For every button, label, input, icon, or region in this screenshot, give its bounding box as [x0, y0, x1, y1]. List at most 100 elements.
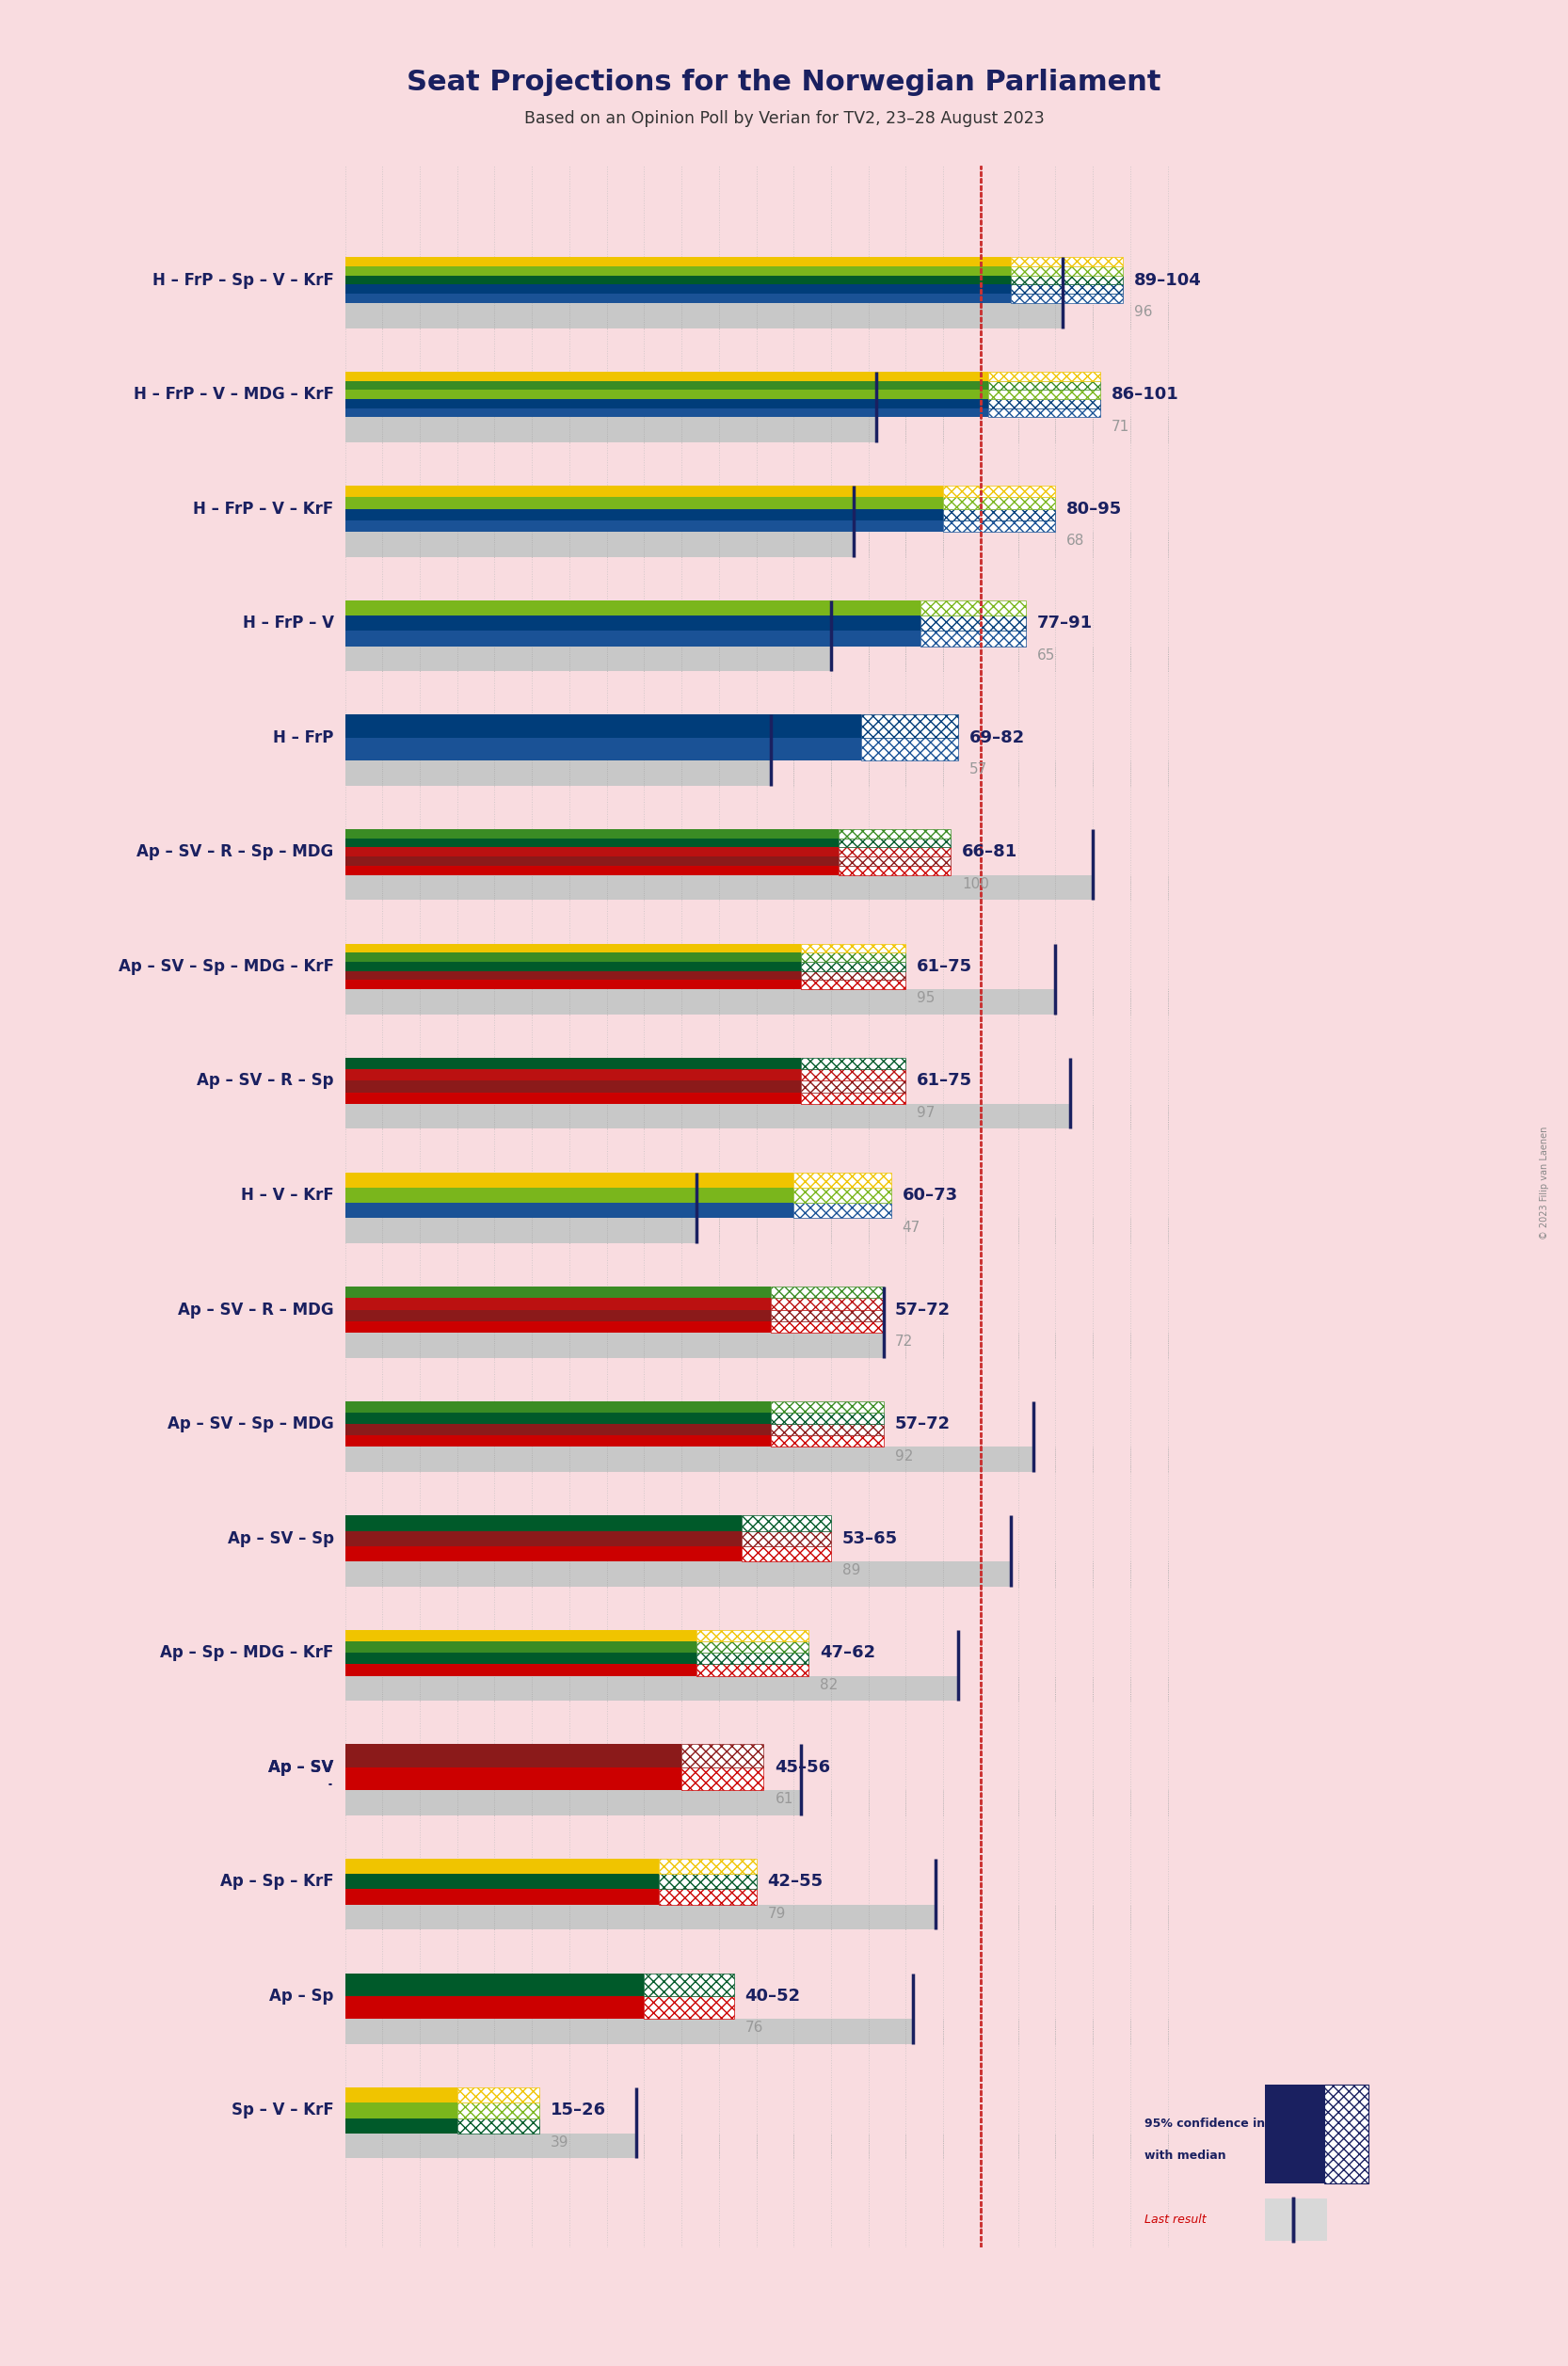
Text: Ap – Sp: Ap – Sp [270, 1987, 334, 2004]
Bar [644, 1997, 734, 2018]
Bar [345, 1058, 801, 1069]
Bar [345, 1642, 696, 1654]
Bar [345, 1860, 659, 1874]
Bar [345, 963, 801, 970]
Text: 71: 71 [1112, 419, 1129, 433]
Text: H – FrP – V: H – FrP – V [243, 615, 334, 632]
Bar [345, 509, 944, 521]
Bar [771, 1320, 883, 1332]
Bar [345, 1320, 771, 1332]
Bar [345, 1436, 771, 1448]
Bar [345, 875, 1093, 899]
Bar [801, 1081, 906, 1093]
Bar [345, 1630, 696, 1642]
Bar [345, 1791, 801, 1815]
Bar [345, 944, 801, 953]
Bar [345, 632, 920, 646]
Bar [345, 1299, 771, 1311]
Bar [988, 409, 1101, 416]
Bar [1323, 2084, 1369, 2184]
Bar [345, 1103, 1071, 1129]
Text: 79: 79 [767, 1907, 786, 1921]
Text: H – FrP – V – KrF: H – FrP – V – KrF [193, 499, 334, 518]
Bar [345, 1218, 696, 1242]
Bar [659, 1874, 756, 1888]
Text: 96: 96 [1134, 305, 1152, 319]
Bar [345, 284, 1010, 293]
Bar [345, 400, 988, 409]
Bar [345, 646, 831, 672]
Bar [1265, 2084, 1369, 2184]
Bar [988, 390, 1101, 400]
Bar [801, 944, 906, 953]
Bar [345, 828, 839, 838]
Bar [345, 1744, 682, 1767]
Text: Ap – SV – Sp – MDG: Ap – SV – Sp – MDG [168, 1415, 334, 1431]
Bar [1010, 258, 1123, 267]
Bar [345, 1663, 696, 1675]
Text: Ap – SV – R – Sp: Ap – SV – R – Sp [198, 1072, 334, 1088]
Text: 47–62: 47–62 [820, 1644, 875, 1661]
Bar [771, 1401, 883, 1413]
Bar [345, 2087, 458, 2103]
Bar [345, 293, 1010, 303]
Bar [920, 615, 1025, 632]
Bar [345, 1081, 801, 1093]
Bar [345, 1997, 644, 2018]
Bar [839, 847, 950, 856]
Text: Ap – SV – R – MDG: Ap – SV – R – MDG [177, 1301, 334, 1318]
Text: 15–26: 15–26 [550, 2101, 607, 2120]
Bar [345, 274, 1010, 284]
Bar [345, 1332, 883, 1358]
Bar [345, 371, 988, 381]
Bar [345, 409, 988, 416]
Text: 69–82: 69–82 [969, 729, 1025, 745]
Text: 60–73: 60–73 [902, 1188, 958, 1204]
Bar [696, 1630, 809, 1642]
Bar [345, 856, 839, 866]
Bar [801, 970, 906, 980]
Bar [988, 371, 1101, 381]
Text: Sp – V – KrF: Sp – V – KrF [232, 2101, 334, 2120]
Text: Seat Projections for the Norwegian Parliament: Seat Projections for the Norwegian Parli… [406, 69, 1162, 97]
Bar [696, 1654, 809, 1663]
Bar [944, 485, 1055, 497]
Bar [801, 1069, 906, 1081]
Bar [345, 1973, 644, 1997]
Bar [345, 390, 988, 400]
Bar [345, 1424, 771, 1436]
Bar [988, 381, 1101, 390]
Bar [1265, 2198, 1328, 2241]
Text: 39: 39 [550, 2136, 569, 2148]
Text: 82: 82 [820, 1677, 837, 1692]
Text: with median: with median [1145, 2148, 1226, 2163]
Bar [801, 1058, 906, 1069]
Bar [682, 1744, 764, 1767]
Bar [682, 1767, 764, 1791]
Text: H – FrP – V – MDG – KrF: H – FrP – V – MDG – KrF [133, 386, 334, 402]
Text: Based on an Opinion Poll by Verian for TV2, 23–28 August 2023: Based on an Opinion Poll by Verian for T… [524, 109, 1044, 128]
Text: 76: 76 [745, 2021, 764, 2035]
Bar [345, 2118, 458, 2134]
Bar [345, 1905, 936, 1931]
Bar [345, 1171, 793, 1188]
Text: Ap – SV: Ap – SV [268, 1758, 334, 1777]
Bar [839, 866, 950, 875]
Text: 40–52: 40–52 [745, 1987, 801, 2004]
Text: 68: 68 [1066, 535, 1085, 549]
Bar [345, 532, 853, 556]
Bar [345, 416, 877, 442]
Bar [920, 632, 1025, 646]
Text: H – FrP – Sp – V – KrF: H – FrP – Sp – V – KrF [152, 272, 334, 289]
Bar [801, 1093, 906, 1103]
Bar [345, 1654, 696, 1663]
Bar [1010, 267, 1123, 274]
Bar [345, 1545, 742, 1562]
Text: 42–55: 42–55 [767, 1874, 823, 1890]
Bar [345, 1767, 682, 1791]
Text: 45–56: 45–56 [775, 1758, 831, 1777]
Bar [861, 738, 958, 759]
Text: 61–75: 61–75 [917, 958, 972, 975]
Bar [345, 381, 988, 390]
Text: 100: 100 [961, 878, 989, 892]
